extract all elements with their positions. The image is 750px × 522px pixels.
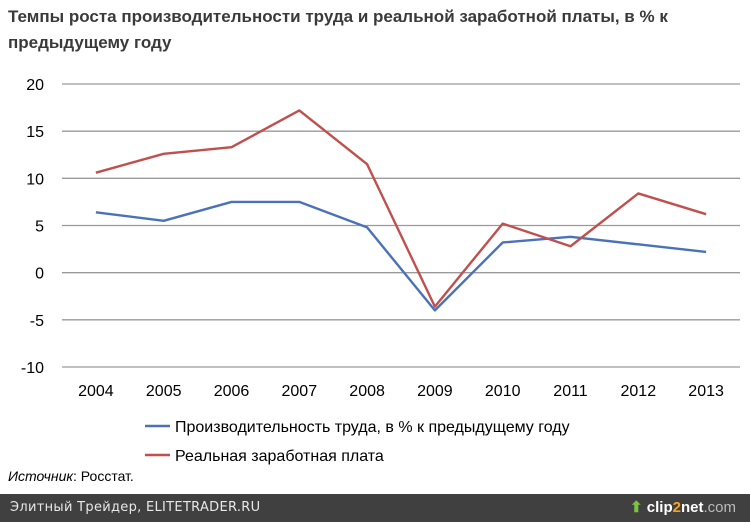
x-tick-label: 2004	[78, 383, 114, 400]
logo-part: net	[680, 499, 704, 516]
y-tick-label: -5	[30, 313, 44, 330]
source-note: Источник: Росстат.	[8, 468, 134, 484]
y-tick-label: 20	[26, 77, 44, 94]
logo-part: 2	[672, 499, 681, 516]
series-line-1	[95, 109, 707, 308]
legend-label: Производительность труда, в % к предыдущ…	[175, 419, 570, 436]
y-tick-label: 5	[35, 219, 44, 236]
source-value: : Росстат.	[73, 468, 134, 484]
x-tick-label: 2012	[621, 383, 657, 400]
y-tick-label: 0	[35, 266, 44, 283]
legend-label: Реальная заработная плата	[175, 448, 384, 465]
clip2net-logo: ⬆ clip2net.com	[630, 498, 736, 516]
arrow-up-icon: ⬆	[630, 499, 643, 516]
x-tick-label: 2007	[282, 383, 318, 400]
x-tick-label: 2006	[214, 383, 250, 400]
series-line-0	[95, 200, 707, 312]
chart-title: Темпы роста производительности труда и р…	[8, 7, 668, 52]
source-label: Источник	[8, 468, 74, 484]
y-tick-label: 10	[26, 171, 44, 188]
line-chart: -10 -5 0 5 10 15 20 2004 2005 2006 2007 2008 2009 201…	[21, 77, 740, 465]
footer-bar: Элитный Трейдер, ELITETRADER.RU ⬆ clip2n…	[0, 494, 750, 522]
y-tick-label: 15	[26, 124, 44, 141]
x-tick-label: 2010	[485, 383, 521, 400]
footer-text: Элитный Трейдер, ELITETRADER.RU	[10, 500, 261, 515]
x-tick-label: 2005	[146, 383, 182, 400]
x-tick-label: 2013	[688, 383, 724, 400]
logo-part: .com	[703, 499, 736, 516]
x-tick-label: 2008	[349, 383, 385, 400]
y-tick-label: -10	[21, 360, 44, 377]
x-tick-label: 2011	[553, 383, 588, 400]
logo-part: clip	[646, 499, 673, 516]
x-tick-label: 2009	[417, 383, 453, 400]
